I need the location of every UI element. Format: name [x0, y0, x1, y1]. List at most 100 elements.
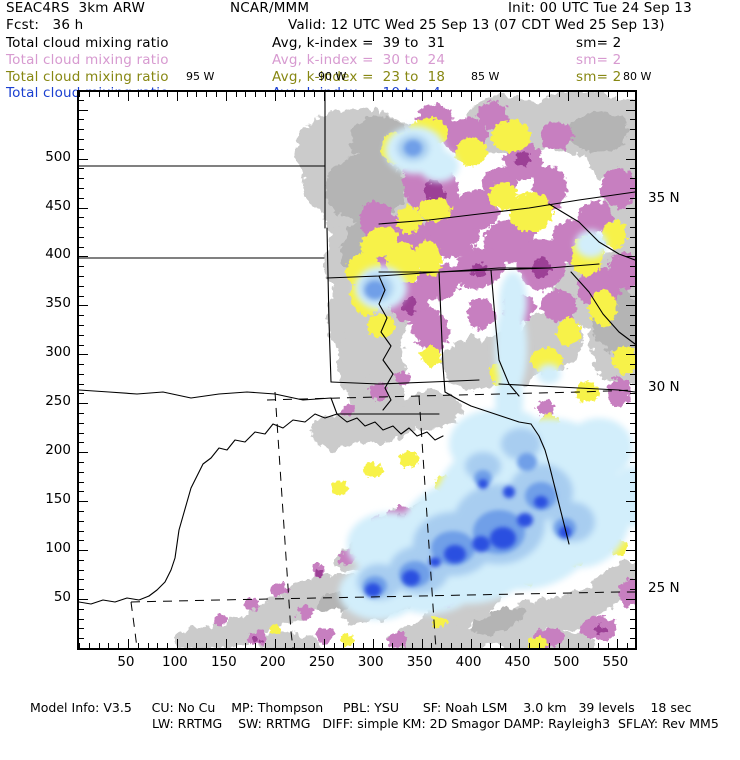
tick-mark	[630, 129, 635, 131]
tick-mark	[118, 92, 120, 97]
tick-mark	[411, 92, 413, 97]
tick-mark	[630, 510, 635, 512]
tick-mark	[216, 643, 218, 648]
tick-mark	[529, 643, 531, 648]
x-tick-label-450: 450	[504, 654, 531, 670]
tick-mark	[630, 119, 635, 121]
tick-mark	[206, 643, 208, 648]
x-tick-label-300: 300	[357, 654, 384, 670]
tick-mark	[480, 92, 482, 97]
tick-mark	[79, 413, 84, 415]
tick-mark	[245, 643, 247, 648]
tick-mark	[79, 354, 88, 356]
kindex-label-3: Avg, k-index = 23 to 18	[272, 69, 446, 85]
map-plot-frame[interactable]	[77, 90, 637, 650]
tick-mark	[630, 413, 635, 415]
tick-mark	[157, 92, 159, 97]
lon-label-90w: 90 W	[318, 70, 347, 83]
tick-mark	[147, 92, 149, 97]
tick-mark	[630, 168, 635, 170]
tick-mark	[255, 92, 257, 97]
y-tick-label-450: 450	[45, 197, 71, 214]
x-tick-label-50: 50	[117, 654, 135, 670]
tick-mark	[79, 129, 84, 131]
x-tick-label-100: 100	[161, 654, 188, 670]
tick-mark	[79, 364, 84, 366]
tick-mark	[79, 452, 88, 454]
lon-label-85w: 85 W	[471, 70, 500, 83]
fcst-label: Fcst: 36 h	[6, 17, 84, 33]
tick-mark	[79, 256, 88, 258]
tick-mark	[79, 589, 84, 591]
init-label: Init: 00 UTC Tue 24 Sep 13	[508, 0, 692, 16]
tick-mark	[630, 217, 635, 219]
tick-mark	[313, 92, 315, 97]
x-tick-label-250: 250	[308, 654, 335, 670]
field-label-1: Total cloud mixing ratio	[6, 35, 169, 51]
tick-mark	[362, 643, 364, 648]
field-label-2: Total cloud mixing ratio	[6, 52, 169, 68]
tick-mark	[79, 491, 84, 493]
tick-mark	[127, 92, 129, 101]
tick-mark	[79, 462, 84, 463]
tick-mark	[607, 643, 609, 648]
tick-mark	[630, 285, 635, 287]
tick-mark	[79, 187, 84, 189]
tick-mark	[79, 510, 84, 512]
header-block: SEAC4RS 3km ARW NCAR/MMM Init: 00 UTC Tu…	[0, 0, 740, 101]
y-tick-label-350: 350	[45, 295, 71, 312]
tick-mark	[79, 520, 84, 522]
tick-mark	[245, 92, 247, 97]
footer-line-2: LW: RRTMG SW: RRTMG DIFF: simple KM: 2D …	[152, 716, 719, 731]
tick-mark	[372, 639, 374, 648]
tick-mark	[568, 92, 570, 101]
tick-mark	[539, 643, 541, 648]
tick-mark	[460, 92, 462, 97]
tick-mark	[441, 92, 443, 97]
tick-mark	[630, 648, 635, 649]
tick-mark	[626, 256, 635, 258]
tick-mark	[626, 550, 635, 552]
tick-mark	[499, 643, 501, 648]
tick-mark	[630, 579, 635, 581]
blue-field	[339, 126, 635, 620]
tick-mark	[284, 643, 286, 648]
tick-mark	[490, 92, 492, 97]
tick-mark	[630, 187, 635, 189]
tick-mark	[79, 383, 84, 385]
tick-mark	[630, 559, 635, 561]
y-tick-label-50: 50	[53, 589, 71, 606]
lat-label-35n: 35 N	[648, 190, 680, 206]
tick-mark	[79, 315, 84, 317]
tick-mark	[627, 92, 629, 97]
tick-mark	[509, 643, 511, 648]
tick-mark	[630, 608, 635, 610]
sm-label-2: sm= 2	[576, 52, 622, 68]
tick-mark	[626, 354, 635, 356]
tick-mark	[597, 643, 599, 648]
tick-mark	[79, 92, 80, 97]
y-tick-label-500: 500	[45, 148, 71, 165]
y-tick-label-150: 150	[45, 491, 71, 508]
tick-mark	[88, 643, 90, 648]
tick-mark	[382, 92, 384, 97]
tick-mark	[519, 639, 521, 648]
tick-mark	[137, 92, 139, 97]
tick-mark	[186, 643, 188, 648]
tick-mark	[588, 643, 589, 648]
tick-mark	[167, 92, 169, 97]
tick-mark	[235, 643, 237, 648]
tick-mark	[630, 520, 635, 522]
tick-mark	[274, 92, 276, 101]
tick-mark	[343, 643, 345, 648]
tick-mark	[499, 92, 501, 97]
tick-mark	[98, 92, 100, 97]
footer-line-1: Model Info: V3.5 CU: No Cu MP: Thompson …	[30, 700, 692, 715]
tick-mark	[450, 643, 452, 648]
tick-mark	[529, 92, 531, 97]
tick-mark	[235, 92, 237, 97]
tick-mark	[157, 643, 159, 648]
tick-mark	[79, 236, 84, 238]
tick-mark	[79, 599, 88, 601]
tick-mark	[274, 639, 276, 648]
